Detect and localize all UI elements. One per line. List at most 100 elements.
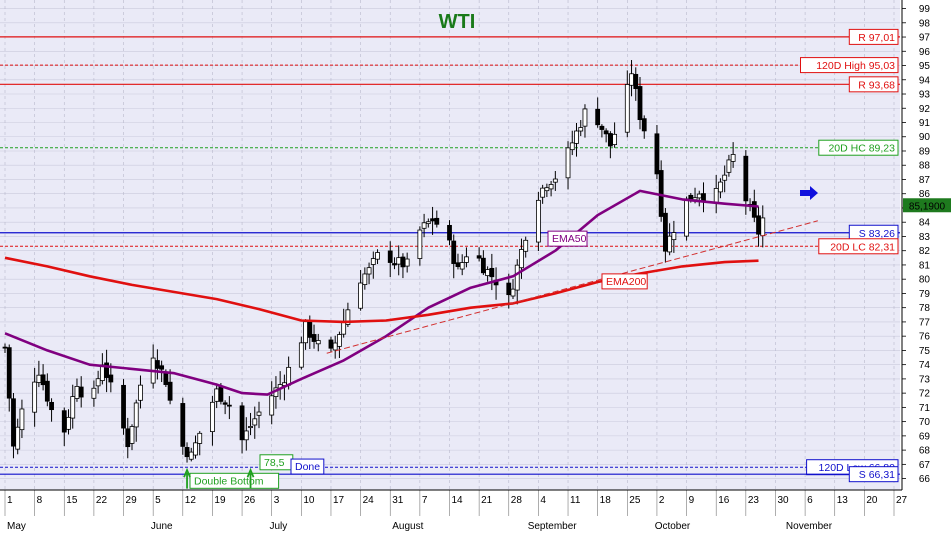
candle-up (540, 187, 546, 198)
level-label: R 97,01 (858, 32, 895, 44)
candle-up (574, 130, 579, 144)
candle-up (256, 411, 262, 416)
y-tick-label: 86 (919, 189, 931, 200)
candle-up (726, 159, 732, 173)
x-month-label: October (655, 521, 691, 532)
annotation-double-bottom-box (189, 472, 280, 489)
y-tick-label: 95 (919, 61, 931, 72)
x-tick-label: 3 (274, 495, 280, 506)
candle-up (565, 147, 571, 179)
level-label-box (848, 466, 899, 483)
level-label-box (818, 139, 899, 156)
x-tick-label: 29 (126, 495, 138, 506)
candle-up (138, 384, 143, 401)
x-tick-label: 24 (363, 495, 375, 506)
candle-up (15, 426, 21, 450)
candle-up (425, 221, 431, 225)
candle-down (78, 386, 84, 398)
x-tick-label: 7 (422, 495, 428, 506)
x-tick-label: 21 (481, 495, 493, 506)
candle-down (159, 365, 165, 370)
candle-down (121, 384, 126, 429)
annotation-ema50: EMA50 (552, 233, 587, 245)
candle-down (222, 402, 228, 405)
candle-down (489, 267, 495, 278)
candle-up (404, 258, 410, 267)
y-tick-label: 73 (919, 374, 931, 385)
candle-up (248, 426, 253, 429)
candle-down (751, 201, 757, 218)
x-tick-label: 2 (659, 495, 665, 506)
candle-up (133, 402, 139, 428)
candle-up (298, 342, 304, 368)
annotation-double-bottom: Double Bottom (194, 475, 264, 487)
candle-down (455, 262, 461, 268)
candle-up (459, 262, 465, 270)
x-tick-label: 18 (600, 495, 612, 506)
trendline-rising (326, 220, 818, 354)
x-tick-label: 23 (748, 495, 760, 506)
candle-down (49, 401, 54, 411)
x-tick-label: 6 (807, 495, 813, 506)
y-tick-label: 72 (919, 389, 931, 400)
candle-down (400, 256, 406, 268)
x-tick-label: 14 (452, 495, 464, 506)
candle-down (701, 193, 706, 202)
x-month-label: November (786, 521, 833, 532)
y-tick-label: 97 (919, 33, 931, 44)
annotation-target-78-5: 78,5 (264, 457, 285, 469)
level-label: S 83,26 (859, 228, 895, 240)
candle-up (536, 199, 541, 243)
y-tick-label: 83 (919, 232, 931, 243)
candle-down (756, 215, 761, 235)
x-tick-label: 31 (392, 495, 404, 506)
candle-up (396, 257, 402, 265)
candle-up (417, 229, 423, 259)
candle-up (252, 418, 258, 426)
x-tick-label: 16 (718, 495, 730, 506)
candle-up (19, 408, 25, 431)
candle-down (328, 339, 334, 349)
candle-up (95, 378, 101, 387)
candle-up (485, 269, 491, 277)
candle-up (629, 73, 634, 86)
candle-down (430, 218, 435, 222)
candle-up (760, 217, 766, 237)
candle-up (514, 264, 520, 291)
x-tick-label: 8 (37, 495, 43, 506)
candle-up (188, 451, 194, 460)
y-tick-label: 92 (919, 104, 931, 115)
candle-down (163, 372, 169, 385)
candle-up (464, 256, 469, 263)
candle-down (307, 320, 313, 338)
y-tick-label: 98 (919, 18, 931, 29)
candle-up (582, 108, 588, 127)
annotation-done: Done (295, 461, 320, 473)
y-tick-label: 96 (919, 47, 931, 58)
candle-down (663, 212, 668, 252)
level-label: 120D High 95,03 (816, 60, 895, 72)
candle-down (654, 133, 660, 175)
candle-up (624, 84, 630, 133)
chart-title: WTI (439, 11, 476, 33)
x-tick-label: 28 (511, 495, 523, 506)
x-tick-label: 4 (540, 495, 546, 506)
level-label: R 93,68 (858, 79, 895, 91)
x-tick-label: 17 (333, 495, 345, 506)
x-tick-label: 9 (689, 495, 695, 506)
candle-up (578, 127, 584, 132)
candle-up (36, 374, 42, 383)
candle-up (684, 198, 689, 237)
candle-down (447, 224, 452, 241)
annotation-ema200-box (601, 273, 648, 290)
candle-down (633, 73, 639, 89)
candle-up (730, 154, 736, 162)
candle-down (6, 347, 12, 399)
candle-up (718, 181, 723, 193)
candle-down (637, 86, 643, 121)
candle-down (451, 240, 457, 264)
x-tick-label: 26 (244, 495, 256, 506)
candle-up (303, 321, 308, 344)
candle-down (599, 125, 605, 130)
x-tick-label: 19 (214, 495, 226, 506)
